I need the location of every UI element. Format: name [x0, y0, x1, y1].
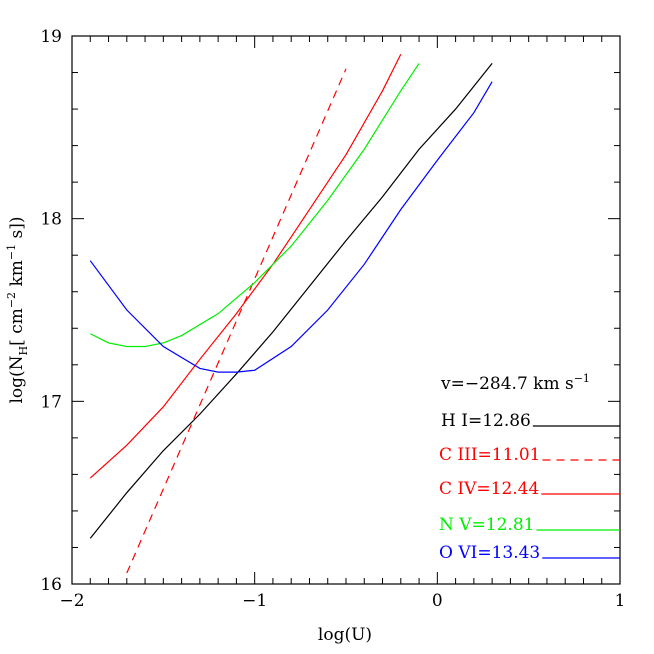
y-axis-title-part: H — [17, 346, 30, 356]
y-axis-title-part: s]) — [7, 216, 27, 243]
y-axis-title-part: log(N — [7, 355, 27, 403]
legend-label: C IV=12.44 — [439, 479, 539, 499]
x-tick-label: 1 — [615, 591, 626, 611]
plot-frame — [71, 35, 621, 585]
y-axis-title-part: −2 — [5, 292, 18, 308]
x-tick-label: −2 — [59, 591, 84, 611]
legend-label: O VI=13.43 — [439, 543, 540, 563]
legend: H I=12.86 C III=11.01 C IV=12.44 N V=12.81 O… — [439, 411, 620, 563]
series-line-3 — [89, 54, 402, 479]
y-axis-title-part: km — [7, 260, 27, 292]
velocity-annotation: v=−284.7 km s−1 — [440, 372, 590, 394]
x-axis-title: log(U) — [318, 625, 372, 645]
y-axis-title-part: −1 — [5, 244, 18, 260]
labels-layer: −2 −1 0 1 16 17 18 19 — [40, 27, 625, 611]
x-tick-label: −1 — [242, 591, 267, 611]
series-line-1 — [89, 63, 493, 539]
x-tick-label: 0 — [432, 591, 443, 611]
y-tick-label: 18 — [40, 210, 62, 230]
series-line-2 — [126, 68, 347, 574]
y-axis-title-part: [ cm — [7, 308, 27, 346]
y-axis-title: log(NH[ cm−2 km−1 s]) — [5, 216, 30, 403]
legend-label: C III=11.01 — [439, 445, 540, 465]
legend-label: H I=12.86 — [441, 411, 531, 431]
y-tick-label: 19 — [40, 27, 62, 47]
y-tick-label: 17 — [40, 392, 62, 412]
y-tick-label: 16 — [40, 575, 62, 595]
series-line-5 — [89, 81, 493, 373]
ticks-layer — [71, 35, 621, 585]
series-layer — [89, 54, 493, 574]
legend-label: N V=12.81 — [439, 515, 534, 535]
annotation-text: v=−284.7 km s — [440, 374, 574, 394]
series-line-4 — [90, 63, 420, 348]
annotation-sup: −1 — [574, 372, 590, 385]
